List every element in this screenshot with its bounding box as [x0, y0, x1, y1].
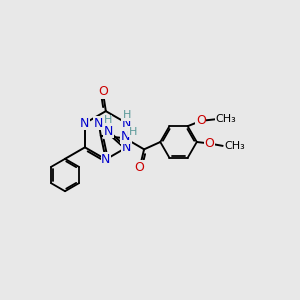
- Text: H: H: [129, 127, 137, 137]
- Text: N: N: [80, 117, 90, 130]
- Text: N: N: [94, 116, 104, 130]
- Text: O: O: [98, 85, 108, 98]
- Text: O: O: [204, 137, 214, 150]
- Text: O: O: [135, 161, 145, 174]
- Text: N: N: [101, 153, 110, 166]
- Text: CH₃: CH₃: [216, 114, 236, 124]
- Text: N: N: [120, 130, 130, 143]
- Text: H: H: [103, 115, 112, 125]
- Text: N: N: [104, 125, 113, 138]
- Text: N: N: [122, 117, 131, 130]
- Text: O: O: [196, 114, 206, 128]
- Text: N: N: [122, 141, 131, 154]
- Text: H: H: [123, 110, 131, 120]
- Text: CH₃: CH₃: [224, 141, 244, 151]
